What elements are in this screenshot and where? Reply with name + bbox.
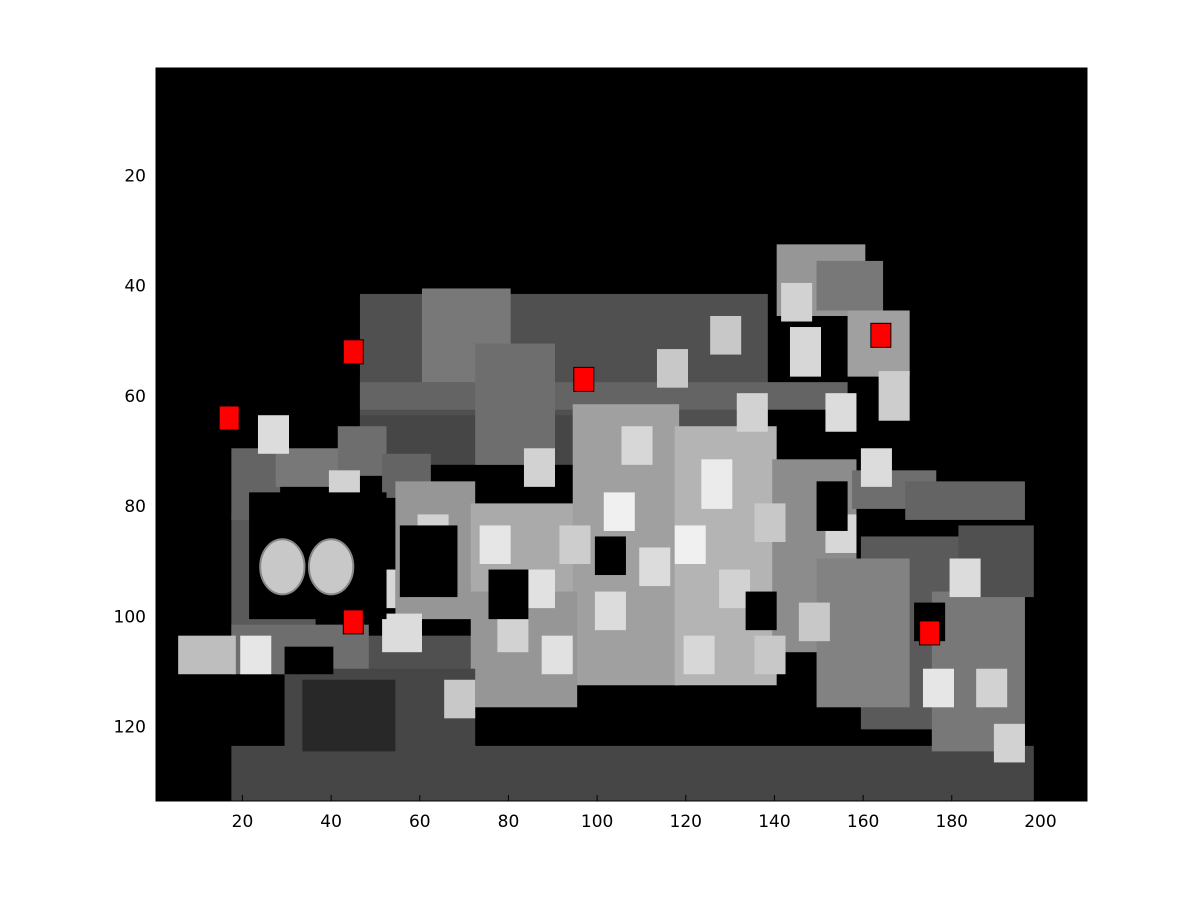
marker-point <box>342 339 364 365</box>
image-cell-bright <box>949 558 981 598</box>
image-cell-bright <box>710 316 742 355</box>
image-cell <box>816 558 910 708</box>
image-cell-bright <box>878 371 910 421</box>
image-cell-bright <box>240 635 272 675</box>
y-tick-label: 80 <box>124 497 146 517</box>
x-tick-label: 40 <box>320 812 342 832</box>
image-cell-bright <box>754 503 786 542</box>
image-lamp <box>259 538 306 596</box>
image-cell <box>337 426 387 476</box>
image-cell-bright <box>603 492 635 531</box>
image-cell-bright <box>789 327 821 377</box>
image-cell-bright <box>621 426 653 465</box>
marker-point <box>218 405 240 431</box>
x-tick-label: 60 <box>409 812 431 832</box>
x-tick-label: 100 <box>581 812 613 832</box>
image-cell-dark <box>594 536 626 576</box>
image-cell-bright <box>674 525 706 565</box>
y-axis: 20 40 60 80 100 120 <box>114 166 162 738</box>
x-tick-label: 20 <box>232 812 254 832</box>
image-cell-bright <box>523 569 555 609</box>
x-tick-label: 180 <box>936 812 968 832</box>
image-cell-bright <box>754 635 786 675</box>
image-cell-bright <box>382 613 422 653</box>
x-tick-label: 200 <box>1024 812 1056 832</box>
image-cell-bright <box>479 525 511 565</box>
marker-point <box>573 366 595 392</box>
image-cell-bright <box>639 547 671 587</box>
image-cell-bright <box>559 525 591 565</box>
y-tick-label: 60 <box>124 387 146 407</box>
image-cell-bright <box>701 459 733 509</box>
image-cell-bright <box>541 635 573 675</box>
image-cell-bright <box>798 602 830 642</box>
x-tick-label: 140 <box>758 812 790 832</box>
image-cell-dark <box>816 481 848 531</box>
image-cell-bright <box>257 415 289 454</box>
image-cell <box>178 635 236 675</box>
y-tick-label: 40 <box>124 277 146 297</box>
image-cell-bright <box>497 613 529 653</box>
image-cell <box>475 343 555 465</box>
image-base-band <box>231 745 1034 801</box>
image-cell-bright <box>523 448 555 487</box>
image-cell-dark <box>399 525 458 598</box>
image-cell <box>905 481 1025 520</box>
image-cell-dark <box>284 646 334 675</box>
y-tick-label: 100 <box>114 607 146 627</box>
image-cell-bright <box>825 393 857 432</box>
image-lamp <box>307 538 355 596</box>
x-axis: 20 40 60 80 100 120 140 160 180 200 <box>232 795 1057 832</box>
image-cell-dark <box>745 591 777 631</box>
y-tick-label: 120 <box>114 718 146 738</box>
markers-layer <box>218 322 941 646</box>
image-cell <box>816 260 884 311</box>
image-cell-bright <box>860 448 892 487</box>
image-cell-bright <box>781 282 813 322</box>
image-cell-bright <box>993 723 1025 763</box>
image-cell-bright <box>656 349 688 388</box>
plot-area <box>155 67 1088 802</box>
image-cell <box>302 679 396 752</box>
image-cell-dark <box>488 569 529 620</box>
image-cell-bright <box>922 668 954 708</box>
marker-point <box>870 322 892 348</box>
x-tick-label: 160 <box>847 812 879 832</box>
image-cell-bright <box>683 635 715 675</box>
marker-point <box>919 620 941 646</box>
x-tick-label: 120 <box>670 812 702 832</box>
image-cell-bright <box>444 679 476 719</box>
x-tick-label: 80 <box>498 812 520 832</box>
axes-box <box>155 67 1088 802</box>
image-cell-bright <box>736 393 768 432</box>
y-tick-label: 20 <box>124 166 146 186</box>
marker-point <box>342 609 364 635</box>
image-cell-bright <box>594 591 626 631</box>
image-cell-bright <box>976 668 1008 708</box>
image-cell-bright <box>719 569 751 609</box>
